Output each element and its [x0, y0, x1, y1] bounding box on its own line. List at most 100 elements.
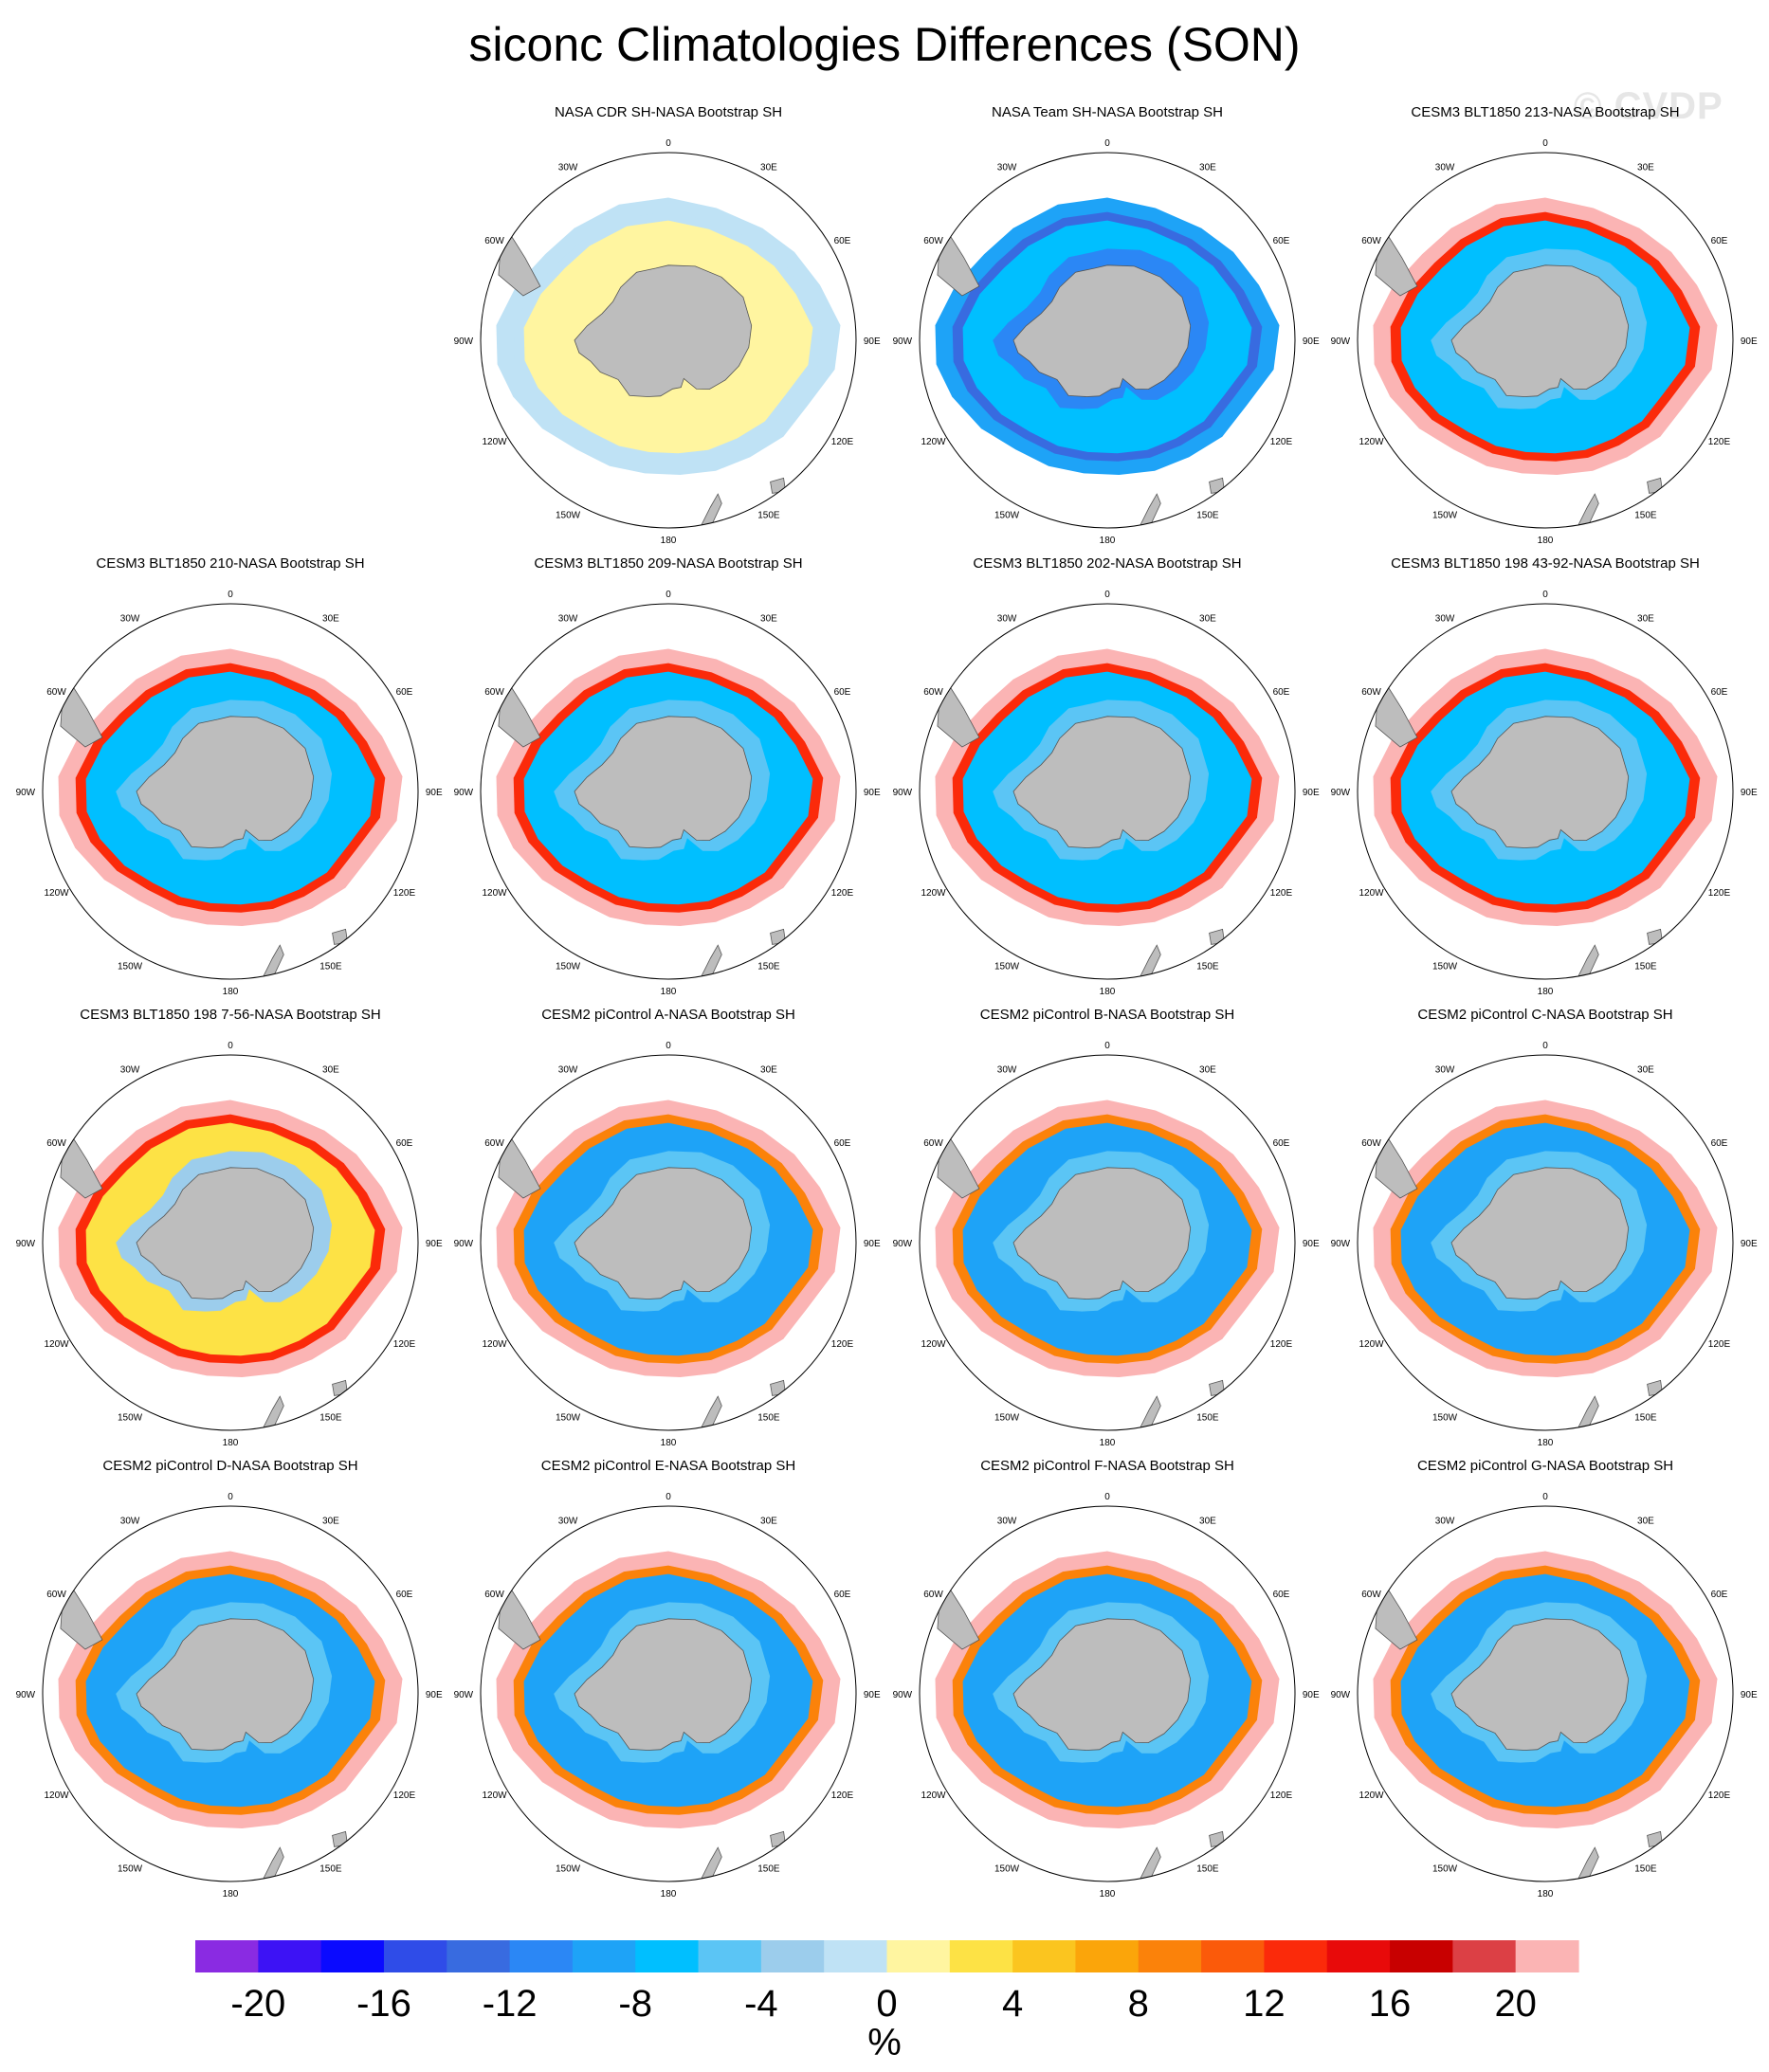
longitude-label: 0	[666, 1492, 671, 1502]
longitude-label: 60E	[834, 1590, 851, 1600]
map-panel: NASA CDR SH-NASA Bootstrap SH 0 180 30E 60E 9…	[454, 104, 881, 546]
colorbar-tick-label: -20	[230, 1983, 285, 2025]
colorbar-swatch	[698, 1940, 762, 1972]
longitude-label: 180	[1100, 536, 1116, 546]
longitude-label: 60E	[396, 1590, 413, 1600]
longitude-label: 150W	[556, 961, 581, 972]
colorbar-tick-label: 20	[1494, 1983, 1537, 2025]
new-zealand-landmass	[1137, 1846, 1161, 1881]
longitude-label: 60E	[834, 236, 851, 246]
longitude-label: 90W	[454, 336, 474, 347]
figure-title: siconc Climatologies Differences (SON)	[468, 18, 1301, 71]
longitude-label: 90E	[1303, 1690, 1320, 1700]
longitude-label: 60E	[1711, 687, 1728, 698]
longitude-label: 180	[661, 987, 677, 997]
colorbar-swatch	[1075, 1940, 1140, 1972]
longitude-label: 30E	[760, 1065, 777, 1076]
longitude-label: 150E	[319, 961, 342, 972]
longitude-label: 90W	[454, 1239, 474, 1249]
longitude-label: 120W	[44, 1339, 69, 1350]
longitude-label: 30W	[120, 1517, 140, 1527]
longitude-label: 120W	[482, 1339, 507, 1350]
longitude-label: 0	[1104, 138, 1110, 149]
map-boundary	[919, 603, 1296, 980]
longitude-label: 0	[1542, 1041, 1548, 1051]
longitude-label: 60W	[484, 1590, 504, 1600]
longitude-label: 90W	[1331, 788, 1351, 798]
panel-title: CESM2 piControl D-NASA Bootstrap SH	[102, 1458, 357, 1474]
longitude-label: 30W	[997, 163, 1017, 173]
longitude-label: 0	[1542, 138, 1548, 149]
longitude-label: 120E	[831, 437, 854, 447]
longitude-label: 30E	[1637, 1517, 1654, 1527]
longitude-label: 150W	[994, 1863, 1020, 1874]
longitude-label: 90E	[1741, 1239, 1758, 1249]
longitude-label: 0	[1104, 1041, 1110, 1051]
longitude-label: 120E	[831, 1790, 854, 1801]
colorbar-swatch	[760, 1940, 825, 1972]
longitude-label: 180	[1538, 987, 1554, 997]
colorbar-swatch	[886, 1940, 951, 1972]
panel-title: CESM2 piControl B-NASA Bootstrap SH	[980, 1007, 1234, 1023]
colorbar-swatch	[447, 1940, 511, 1972]
longitude-label: 150E	[319, 1412, 342, 1423]
antarctica-landmass	[136, 1167, 315, 1300]
longitude-label: 180	[1538, 1889, 1554, 1899]
panel-title: CESM3 BLT1850 210-NASA Bootstrap SH	[96, 555, 364, 572]
colorbar-tick-label: 4	[1002, 1983, 1023, 2025]
longitude-label: 150E	[1634, 1412, 1657, 1423]
longitude-label: 120E	[1708, 1790, 1731, 1801]
colorbar-tick-label: -4	[744, 1983, 778, 2025]
longitude-label: 120W	[921, 1790, 946, 1801]
longitude-label: 60E	[834, 687, 851, 698]
longitude-label: 60E	[1711, 1590, 1728, 1600]
longitude-label: 30E	[1199, 1517, 1216, 1527]
longitude-label: 120E	[1270, 437, 1293, 447]
colorbar-swatch	[1515, 1940, 1579, 1972]
longitude-label: 30E	[760, 614, 777, 625]
map-boundary	[42, 1054, 419, 1431]
colorbar-swatch	[383, 1940, 447, 1972]
longitude-label: 120W	[1359, 1790, 1384, 1801]
new-zealand-landmass	[698, 1395, 722, 1430]
longitude-label: 60W	[923, 1138, 943, 1149]
longitude-label: 120W	[1359, 437, 1384, 447]
longitude-label: 30E	[1637, 614, 1654, 625]
longitude-label: 90E	[1741, 1690, 1758, 1700]
new-zealand-landmass	[1137, 1395, 1161, 1430]
antarctica-landmass	[1012, 264, 1192, 397]
new-zealand-landmass	[698, 493, 722, 528]
longitude-label: 0	[1542, 1492, 1548, 1502]
colorbar-swatch	[320, 1940, 385, 1972]
longitude-label: 180	[661, 1889, 677, 1899]
colorbar-tick-label: -12	[483, 1983, 538, 2025]
map-panel: CESM2 piControl E-NASA Bootstrap SH 0 180 3…	[454, 1458, 881, 1899]
longitude-label: 90E	[864, 1239, 881, 1249]
map-boundary	[919, 152, 1296, 529]
colorbar-unit: %	[867, 2022, 902, 2063]
map-panel: CESM3 BLT1850 198 7-56-NASA Bootstrap SH…	[16, 1007, 443, 1448]
map-boundary	[1357, 152, 1734, 529]
longitude-label: 60E	[834, 1138, 851, 1149]
longitude-label: 0	[1542, 590, 1548, 600]
map-panel: CESM2 piControl D-NASA Bootstrap SH 0 180 3…	[16, 1458, 443, 1899]
antarctica-landmass	[1450, 1618, 1630, 1751]
antarctica-landmass	[574, 1618, 753, 1751]
map-panel: CESM2 piControl B-NASA Bootstrap SH 0 180 3…	[893, 1007, 1320, 1448]
map-panel: NASA Team SH-NASA Bootstrap SH 0 180 30E 60E…	[893, 104, 1320, 546]
panel-title: CESM3 BLT1850 213-NASA Bootstrap SH	[1411, 104, 1679, 120]
antarctica-landmass	[574, 716, 753, 848]
longitude-label: 60E	[1273, 1138, 1290, 1149]
map-panel: CESM3 BLT1850 198 43-92-NASA Bootstrap S…	[1331, 555, 1758, 997]
longitude-label: 60W	[923, 687, 943, 698]
longitude-label: 30W	[1435, 614, 1455, 625]
colorbar-swatch	[572, 1940, 636, 1972]
longitude-label: 120W	[1359, 888, 1384, 899]
longitude-label: 90E	[426, 788, 443, 798]
map-boundary	[42, 1505, 419, 1882]
map-boundary	[480, 152, 857, 529]
new-zealand-landmass	[1575, 1395, 1599, 1430]
longitude-label: 30W	[120, 1065, 140, 1076]
longitude-label: 120E	[831, 888, 854, 899]
longitude-label: 90E	[426, 1690, 443, 1700]
